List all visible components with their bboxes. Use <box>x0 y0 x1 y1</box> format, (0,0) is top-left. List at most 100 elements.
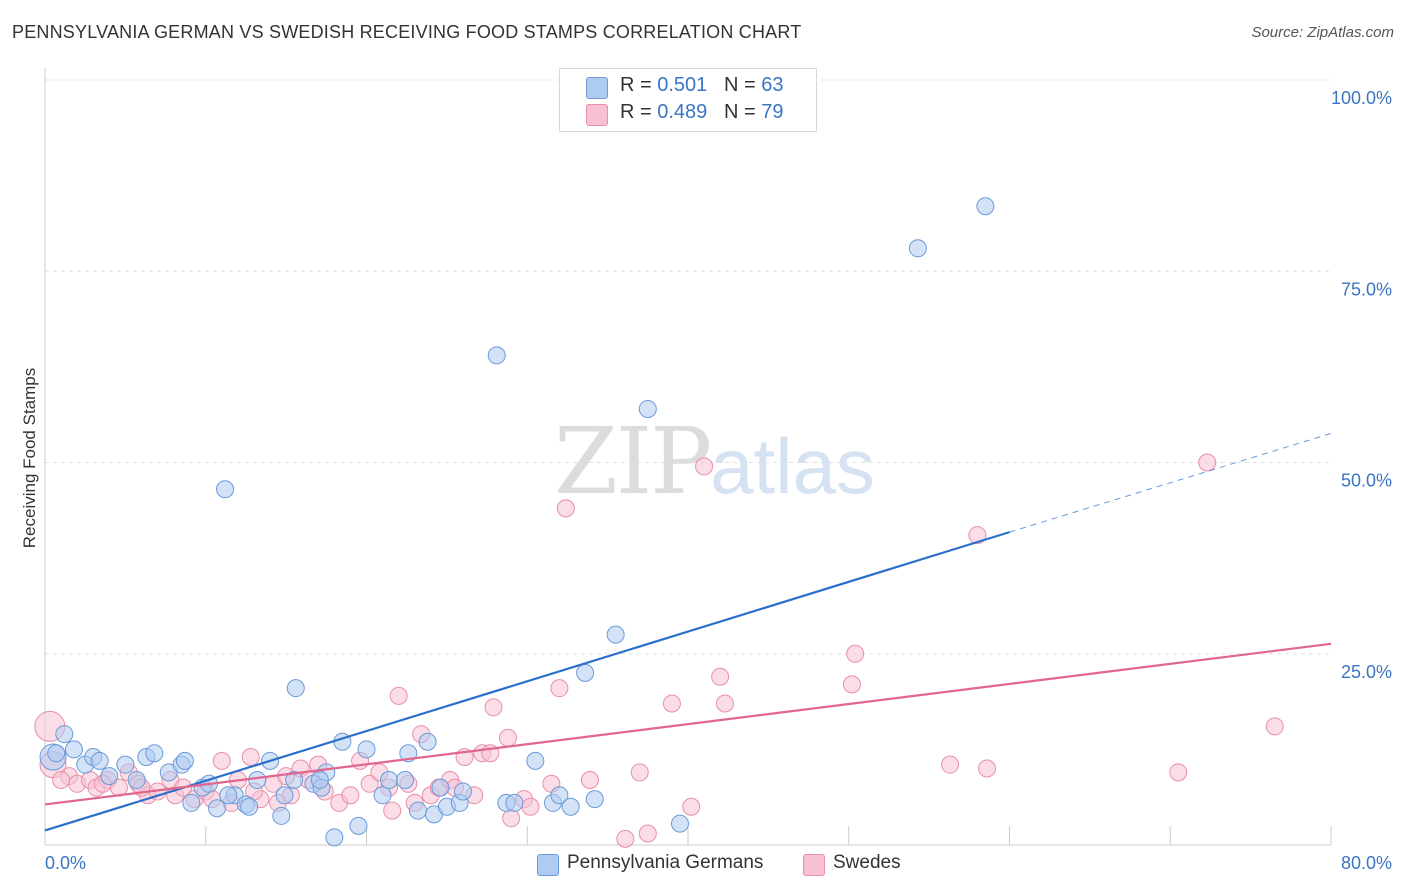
bottom-legend-label: Swedes <box>833 852 901 873</box>
pennsylvania-german-point <box>357 740 376 759</box>
bottom-legend-swatch-pink <box>803 854 825 876</box>
x-tick-label-min: 0.0% <box>45 853 86 873</box>
pennsylvania-german-point <box>175 751 194 770</box>
pennsylvania-german-trendline <box>44 531 1010 832</box>
swede-point <box>842 675 861 694</box>
chart-title: PENNSYLVANIA GERMAN VS SWEDISH RECEIVING… <box>12 22 802 42</box>
swede-point <box>341 786 360 805</box>
legend-swatch-blue <box>586 77 608 99</box>
swede-point <box>715 694 734 713</box>
legend-n-label: N = <box>723 74 762 96</box>
y-tick-label: 50.0% <box>1341 471 1392 491</box>
pennsylvania-german-point <box>286 679 305 698</box>
pennsylvania-german-point <box>431 778 450 797</box>
swede-point <box>556 499 575 518</box>
swede-point <box>1169 763 1188 782</box>
swede-point <box>682 797 701 816</box>
swede-point <box>212 751 231 770</box>
legend-r-label: R = <box>620 101 658 123</box>
legend-swatch-pink <box>586 104 608 126</box>
pennsylvania-german-point <box>325 828 344 847</box>
pennsylvania-german-point <box>585 790 604 809</box>
pennsylvania-german-point <box>116 755 135 774</box>
swede-point <box>662 694 681 713</box>
legend-n-value: 63 <box>761 74 784 96</box>
pennsylvania-german-point <box>208 799 227 818</box>
swede-point <box>498 728 517 747</box>
pennsylvania-german-point <box>638 399 657 418</box>
pennsylvania-german-point <box>408 801 427 820</box>
legend-n-label: N = <box>723 101 762 123</box>
swede-point <box>616 829 635 848</box>
swede-point <box>550 679 569 698</box>
swede-point <box>977 759 996 778</box>
watermark-zip: ZIP <box>554 408 712 515</box>
pennsylvania-german-point <box>90 751 109 770</box>
y-tick-label: 100.0% <box>1331 88 1392 108</box>
pennsylvania-german-point <box>349 816 368 835</box>
pennsylvania-german-point <box>976 197 995 216</box>
pennsylvania-german-point <box>145 744 164 763</box>
y-tick-label: 25.0% <box>1341 662 1392 682</box>
legend-r-label: R = <box>620 74 658 96</box>
swede-point <box>502 809 521 828</box>
x-tick-label-max: 80.0% <box>1341 853 1392 873</box>
swede-point <box>638 824 657 843</box>
pennsylvania-german-point <box>380 770 399 789</box>
pennsylvania-german-point <box>216 480 235 499</box>
pennsylvania-german-point <box>127 770 146 789</box>
bottom-legend-label: Pennsylvania Germans <box>567 852 764 873</box>
swede-point <box>695 457 714 476</box>
pennsylvania-german-point <box>487 346 506 365</box>
pennsylvania-german-point <box>505 793 524 812</box>
watermark: ZIPatlas <box>554 408 875 515</box>
correlation-legend: R = 0.501 N = 63 R = 0.489 N = 79 <box>559 68 817 132</box>
swede-point <box>484 698 503 717</box>
pennsylvania-german-point <box>100 767 119 786</box>
swede-point <box>383 801 402 820</box>
pennsylvania-german-point <box>47 744 66 763</box>
pennsylvania-german-point <box>396 770 415 789</box>
pennsylvania-german-point <box>453 782 472 801</box>
pennsylvania-german-point <box>418 732 437 751</box>
pennsylvania-german-point <box>908 239 927 258</box>
swede-point <box>580 770 599 789</box>
swede-point <box>846 644 865 663</box>
pennsylvania-german-point <box>275 786 294 805</box>
swede-point <box>1198 453 1217 472</box>
swede-point <box>389 686 408 705</box>
swede-point <box>521 797 540 816</box>
pennsylvania-german-point <box>272 806 291 825</box>
swede-point <box>52 770 71 789</box>
pennsylvania-german-point <box>576 663 595 682</box>
swede-point <box>711 667 730 686</box>
swede-trendline <box>44 642 1332 806</box>
swede-point <box>968 526 987 545</box>
watermark-atlas: atlas <box>710 422 875 510</box>
pennsylvania-german-point <box>55 725 74 744</box>
swede-point <box>360 774 379 793</box>
pennsylvania-german-point <box>240 797 259 816</box>
pennsylvania-german-point <box>248 770 267 789</box>
legend-r-value: 0.489 <box>657 101 708 123</box>
pennsylvania-german-point <box>606 625 625 644</box>
y-tick-label: 75.0% <box>1341 279 1392 299</box>
bottom-legend-swatch-blue <box>537 854 559 876</box>
legend-n-value: 79 <box>761 101 784 123</box>
swede-point <box>941 755 960 774</box>
pennsylvania-german-point <box>550 786 569 805</box>
pennsylvania-german-point <box>285 770 304 789</box>
legend-r-value: 0.501 <box>657 74 708 96</box>
pennsylvania-german-point <box>64 740 83 759</box>
swede-point <box>241 748 260 767</box>
swede-point <box>630 763 649 782</box>
pennsylvania-german-point <box>182 793 201 812</box>
pennsylvania-german-point <box>219 786 238 805</box>
pennsylvania-german-trendline-extension <box>1009 432 1332 533</box>
pennsylvania-german-point <box>373 786 392 805</box>
pennsylvania-german-point <box>561 797 580 816</box>
pennsylvania-german-point <box>526 751 545 770</box>
pennsylvania-german-point <box>670 814 689 833</box>
swede-point <box>1265 717 1284 736</box>
